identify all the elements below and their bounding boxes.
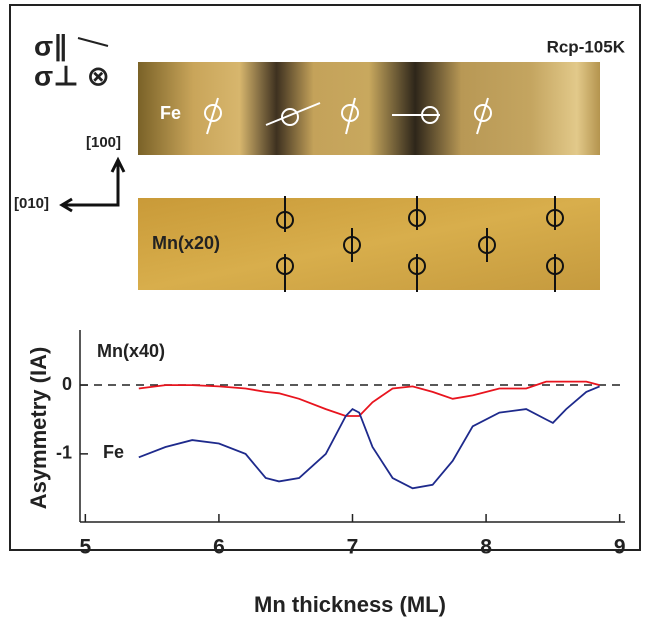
frame bbox=[9, 4, 641, 551]
sigma-perp: σ⊥ ⊗ bbox=[34, 60, 110, 91]
condition-label: Rcp-105K bbox=[547, 37, 626, 56]
series-label: Fe bbox=[103, 442, 124, 462]
x-tick-label: 6 bbox=[213, 536, 225, 559]
x-tick-label: 5 bbox=[79, 536, 91, 559]
fe-spins bbox=[204, 97, 492, 135]
fe-image-label: Fe bbox=[160, 103, 181, 123]
y-axis-title: Asymmetry (IA) bbox=[26, 347, 51, 510]
x-tick-label: 8 bbox=[480, 536, 492, 559]
direction-arrows bbox=[59, 156, 126, 213]
mn-spins bbox=[276, 196, 564, 292]
arrow bbox=[77, 37, 109, 47]
axis-100-label: [100] bbox=[86, 134, 121, 151]
sigma-parallel: σ∥ bbox=[34, 30, 67, 61]
x-tick-label: 9 bbox=[614, 536, 626, 559]
mn-image bbox=[138, 198, 600, 290]
y-tick-label: -1 bbox=[56, 443, 72, 463]
series-line bbox=[138, 380, 600, 417]
mn-image-label: Mn(x20) bbox=[152, 233, 220, 253]
x-tick-label: 7 bbox=[347, 536, 359, 559]
y-tick-label: 0 bbox=[62, 374, 72, 394]
x-axis-title: Mn thickness (ML) bbox=[254, 592, 446, 617]
series-line bbox=[138, 385, 600, 490]
series-label: Mn(x40) bbox=[97, 341, 165, 361]
axis-010-label: [010] bbox=[14, 195, 49, 212]
